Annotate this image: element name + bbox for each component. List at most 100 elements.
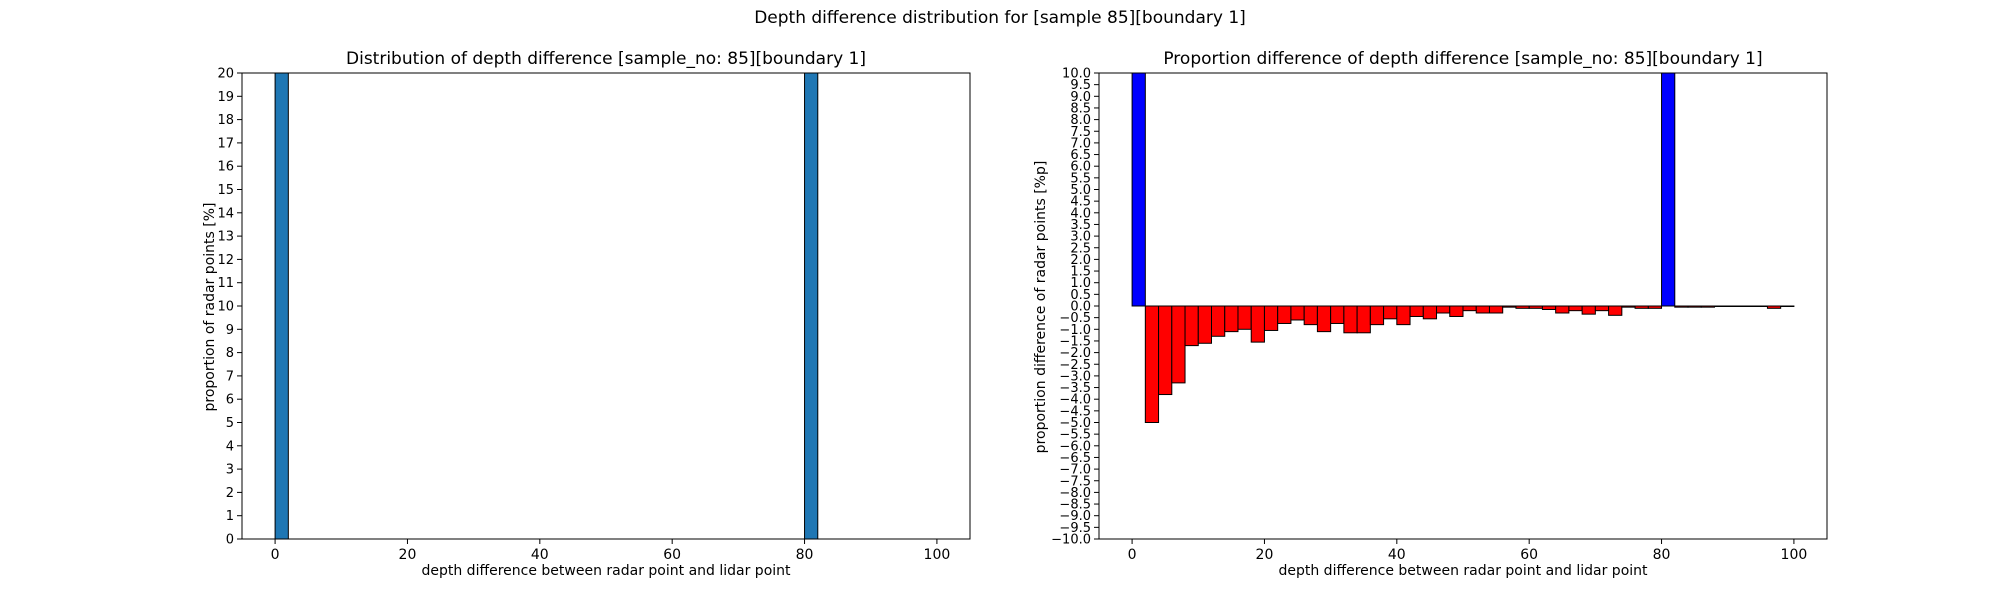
right-chart-ytick-label: 6.0: [1070, 160, 1091, 175]
right-chart-ytick-label: 1.5: [1070, 265, 1091, 280]
right-chart-ytick-label: −7.0: [1059, 463, 1091, 478]
right-chart-bar: [1766, 305, 1782, 309]
right-chart-bar: [1634, 305, 1649, 309]
left-chart-xtick-label: 100: [924, 547, 951, 563]
left-chart-title: Distribution of depth difference [sample…: [346, 49, 866, 69]
right-chart-bar: [1502, 305, 1517, 308]
right-chart-ytick-label: 9.5: [1070, 78, 1091, 93]
right-chart-ytick-label: −10.0: [1051, 533, 1091, 548]
right-chart-ytick-label: 0.0: [1070, 300, 1091, 315]
right-chart-bar: [1581, 305, 1596, 315]
left-chart-ytick-label: 11: [217, 276, 234, 291]
right-chart-title: Proportion difference of depth differenc…: [1163, 49, 1762, 69]
right-chart-bar: [1343, 305, 1358, 334]
right-chart-ytick-label: −6.5: [1059, 451, 1091, 466]
right-chart: Proportion difference of depth differenc…: [1033, 49, 1828, 579]
right-chart-ytick-label: 3.0: [1070, 230, 1091, 245]
left-chart: Distribution of depth difference [sample…: [202, 49, 971, 579]
left-chart-xtick-label: 0: [271, 547, 280, 563]
right-chart-xtick-label: 100: [1781, 547, 1808, 563]
right-chart-bar: [1237, 305, 1252, 330]
right-chart-bars: [1131, 72, 1795, 423]
right-chart-bar: [1409, 305, 1424, 317]
left-chart-ytick-label: 14: [217, 206, 234, 221]
right-chart-bar: [1330, 305, 1345, 324]
right-chart-bar: [1462, 305, 1477, 312]
right-chart-ytick-label: −9.0: [1059, 509, 1091, 524]
right-chart-ytick-label: 6.5: [1070, 148, 1091, 163]
left-chart-ytick-label: 7: [226, 369, 234, 384]
left-chart-ytick-label: 8: [226, 346, 234, 361]
left-chart-ylabel: proportion of radar points [%]: [202, 202, 218, 411]
right-chart-ytick-label: −2.5: [1059, 358, 1091, 373]
left-chart-ytick-label: 20: [217, 67, 234, 82]
right-chart-ytick-label: 2.0: [1070, 253, 1091, 268]
left-chart-ytick-label: 3: [226, 463, 234, 478]
left-chart-ytick-label: 9: [226, 323, 234, 338]
left-chart-ytick-label: 12: [217, 253, 234, 268]
right-chart-bar: [1449, 305, 1464, 317]
right-chart-xtick-label: 60: [1520, 547, 1538, 563]
right-chart-bar: [1250, 305, 1265, 343]
right-chart-bar: [1158, 305, 1173, 396]
left-chart-xtick-label: 20: [399, 547, 417, 563]
right-chart-ytick-label: −5.5: [1059, 428, 1091, 443]
right-chart-ytick-label: 4.5: [1070, 195, 1091, 210]
left-chart-ytick-label: 18: [217, 113, 234, 128]
right-chart-ytick-label: 8.5: [1070, 101, 1091, 116]
left-chart-ytick-label: 10: [217, 300, 234, 315]
right-chart-ytick-label: −8.5: [1059, 498, 1091, 513]
right-chart-bar: [1131, 72, 1146, 307]
right-chart-bar: [1396, 305, 1411, 326]
right-chart-bar: [1369, 305, 1385, 326]
left-chart-ytick-label: 2: [226, 486, 234, 501]
right-chart-bar: [1727, 305, 1742, 307]
right-chart-bar: [1700, 305, 1715, 308]
left-chart-ytick-label: 1: [226, 509, 234, 524]
right-chart-ytick-label: −3.0: [1059, 369, 1091, 384]
right-chart-ytick-label: 0.5: [1070, 288, 1091, 303]
right-chart-bar: [1211, 305, 1226, 337]
right-chart-bar: [1687, 305, 1702, 308]
right-chart-bar: [1608, 305, 1623, 316]
left-chart-ytick-label: 0: [226, 533, 234, 548]
left-chart-ytick-label: 15: [217, 183, 234, 198]
right-chart-ytick-label: 2.5: [1070, 241, 1091, 256]
right-chart-bar: [1555, 305, 1570, 314]
left-chart-xlabel: depth difference between radar point and…: [421, 563, 791, 579]
figure-suptitle: Depth difference distribution for [sampl…: [754, 8, 1246, 28]
left-chart-ticks: 0 20 40 60 80 1000123456789101112131415161718…: [217, 67, 950, 564]
left-chart-bars: [274, 72, 819, 540]
right-chart-ytick-label: −4.0: [1059, 393, 1091, 408]
left-chart-bar: [274, 72, 289, 540]
right-chart-bar: [1184, 305, 1199, 347]
right-chart-bar: [1568, 305, 1583, 312]
right-chart-ytick-label: −6.0: [1059, 439, 1091, 454]
right-chart-bar: [1290, 305, 1305, 321]
right-chart-bar: [1753, 305, 1768, 307]
right-chart-bar: [1224, 305, 1239, 333]
right-chart-ytick-label: −9.5: [1059, 521, 1091, 536]
right-chart-ytick-label: 3.5: [1070, 218, 1091, 233]
left-chart-ytick-label: 17: [217, 136, 234, 151]
left-chart-xtick-label: 80: [796, 547, 814, 563]
right-chart-ticks: 0 20 40 60 80 100 −10.0−9.5−9.0−8.5−8.0−7.5−7.…: [1051, 67, 1807, 564]
left-chart-xtick-label: 40: [531, 547, 549, 563]
right-chart-ytick-label: 9.0: [1070, 90, 1091, 105]
left-chart-ytick-label: 16: [217, 160, 234, 175]
right-chart-bar: [1144, 305, 1160, 423]
right-chart-ytick-label: −0.5: [1059, 311, 1091, 326]
left-chart-frame: [241, 72, 971, 540]
right-chart-xtick-label: 40: [1388, 547, 1406, 563]
right-chart-bar: [1515, 305, 1530, 309]
left-chart-bar: [804, 72, 819, 540]
right-chart-ytick-label: 4.0: [1070, 206, 1091, 221]
right-chart-bar: [1475, 305, 1490, 314]
right-chart-bar: [1263, 305, 1279, 331]
right-chart-bar: [1713, 305, 1729, 307]
right-chart-ytick-label: −1.5: [1059, 334, 1091, 349]
left-chart-ytick-label: 5: [226, 416, 234, 431]
left-chart-ytick-label: 4: [226, 439, 234, 454]
right-chart-bar: [1197, 305, 1213, 344]
